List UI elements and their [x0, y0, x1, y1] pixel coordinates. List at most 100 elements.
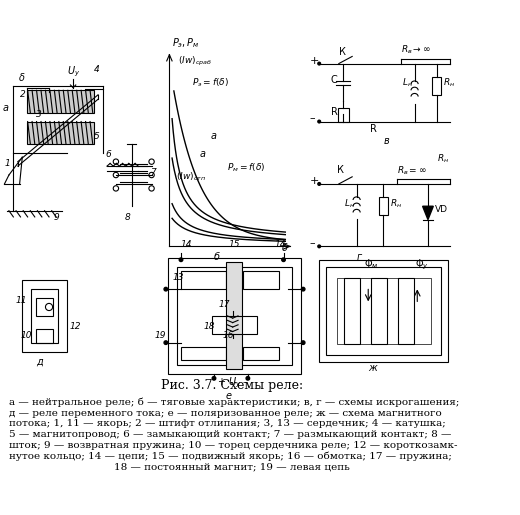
Text: $R_н$: $R_н$ [389, 197, 402, 210]
Text: 18: 18 [203, 322, 215, 331]
Text: 1: 1 [5, 159, 10, 168]
Text: $\Phi_м$: $\Phi_м$ [364, 257, 379, 271]
Text: $\delta$: $\delta$ [281, 241, 289, 253]
Text: $P_м=f(\delta)$: $P_м=f(\delta)$ [227, 162, 266, 174]
Text: 3: 3 [36, 110, 42, 119]
Text: $L_н$: $L_н$ [402, 77, 413, 90]
Circle shape [179, 258, 183, 262]
Bar [27, 122, 94, 144]
Circle shape [282, 258, 285, 262]
Bar [176, 267, 292, 365]
Text: д: д [36, 357, 43, 367]
Circle shape [212, 376, 216, 380]
Text: VD: VD [435, 205, 448, 214]
Bar [27, 90, 94, 113]
Text: $\Phi_у$: $\Phi_у$ [415, 258, 430, 271]
Text: г: г [357, 252, 362, 262]
Text: 9: 9 [54, 213, 59, 221]
Text: б: б [214, 252, 220, 262]
Bar [212, 316, 257, 334]
Circle shape [318, 120, 320, 123]
Text: $a$: $a$ [210, 131, 217, 141]
Text: $R_н$: $R_н$ [437, 152, 449, 165]
Text: –: – [309, 113, 315, 124]
Text: 19: 19 [154, 331, 166, 340]
Bar [398, 278, 414, 345]
Bar [327, 267, 441, 355]
Text: 13: 13 [172, 273, 184, 282]
Text: $R_в=\infty$: $R_в=\infty$ [397, 164, 426, 177]
Text: 16: 16 [223, 331, 235, 340]
Text: шток; 9 — возвратная пружина; 10 — торец сердечника реле; 12 — короткозамк-: шток; 9 — возвратная пружина; 10 — торец… [9, 441, 458, 450]
Text: 2: 2 [20, 91, 25, 99]
Circle shape [302, 287, 305, 291]
Text: 6: 6 [105, 150, 111, 159]
Circle shape [246, 376, 250, 380]
Text: 12: 12 [70, 322, 81, 331]
Text: е: е [226, 391, 231, 401]
Text: 14: 14 [181, 240, 192, 249]
Text: +: + [309, 56, 319, 65]
Text: 11: 11 [16, 296, 28, 304]
Text: 7: 7 [150, 168, 155, 177]
Bar [319, 260, 448, 362]
Text: $L_н$: $L_н$ [344, 197, 355, 210]
Text: д — реле переменного тока; е — поляризованное реле; ж — схема магнитного: д — реле переменного тока; е — поляризов… [9, 409, 441, 418]
Circle shape [318, 245, 320, 248]
Text: 5 — магнитопровод; 6 — замыкающий контакт; 7 — размыкающий контакт; 8 —: 5 — магнитопровод; 6 — замыкающий контак… [9, 430, 451, 439]
Bar [344, 278, 360, 345]
Text: а — нейтральное реле; б — тяговые характеристики; в, г — схемы искрогашения;: а — нейтральное реле; б — тяговые характ… [9, 398, 459, 407]
Bar [371, 278, 387, 345]
Text: $P_э=f(\delta)$: $P_э=f(\delta)$ [192, 77, 229, 90]
Text: К: К [337, 165, 344, 175]
Text: $(Iw)_{отп}$: $(Iw)_{отп}$ [176, 170, 206, 183]
Bar [181, 347, 226, 360]
Bar [22, 280, 67, 352]
Bar [337, 278, 431, 345]
Text: $\delta$: $\delta$ [18, 72, 25, 83]
Bar [36, 329, 54, 342]
Text: 10: 10 [20, 331, 32, 340]
Text: ж: ж [368, 363, 377, 373]
Text: $R_в\to\infty$: $R_в\to\infty$ [401, 44, 431, 56]
Text: 17: 17 [218, 300, 230, 309]
Text: 8: 8 [125, 213, 131, 221]
Bar [243, 271, 279, 289]
Text: + $U_y$ –: + $U_y$ – [217, 376, 249, 390]
Text: нутое кольцо; 14 — цепи; 15 — подвижный якорь; 16 — обмотка; 17 — пружина;: нутое кольцо; 14 — цепи; 15 — подвижный … [9, 451, 452, 460]
Circle shape [164, 341, 167, 345]
Text: Рис. 3.7. Схемы реле:: Рис. 3.7. Схемы реле: [161, 379, 303, 392]
Bar [226, 263, 242, 369]
Circle shape [164, 287, 167, 291]
Bar [36, 298, 54, 316]
Text: 14: 14 [275, 240, 286, 249]
Text: C: C [331, 75, 337, 85]
Text: потока; 1, 11 — якорь; 2 — штифт отлипания; 3, 13 — сердечник; 4 — катушка;: потока; 1, 11 — якорь; 2 — штифт отлипан… [9, 419, 446, 428]
Text: $U_y$: $U_y$ [67, 65, 80, 79]
Text: 18 — постоянный магнит; 19 — левая цепь: 18 — постоянный магнит; 19 — левая цепь [114, 462, 349, 471]
Bar [181, 271, 226, 289]
Bar [167, 258, 302, 374]
Text: R: R [370, 124, 377, 134]
Bar [433, 77, 441, 95]
Text: 4: 4 [94, 65, 99, 75]
Circle shape [318, 183, 320, 185]
Text: $(Iw)_{сраб}$: $(Iw)_{сраб}$ [178, 55, 213, 68]
Text: 5: 5 [94, 132, 99, 141]
Circle shape [318, 62, 320, 65]
Text: а: а [3, 103, 9, 113]
Text: –: – [309, 238, 315, 248]
Text: $R_н$: $R_н$ [443, 77, 456, 90]
Circle shape [302, 341, 305, 345]
Text: +: + [309, 176, 319, 186]
Text: в: в [383, 136, 389, 146]
Polygon shape [423, 206, 433, 219]
Text: $P_э, P_м$: $P_э, P_м$ [172, 36, 200, 49]
Bar [338, 108, 348, 122]
Text: $a$: $a$ [199, 149, 206, 159]
Text: R: R [331, 107, 337, 117]
Bar [31, 289, 58, 342]
Bar [243, 347, 279, 360]
Text: 15: 15 [228, 240, 240, 249]
Text: К: К [339, 47, 346, 57]
